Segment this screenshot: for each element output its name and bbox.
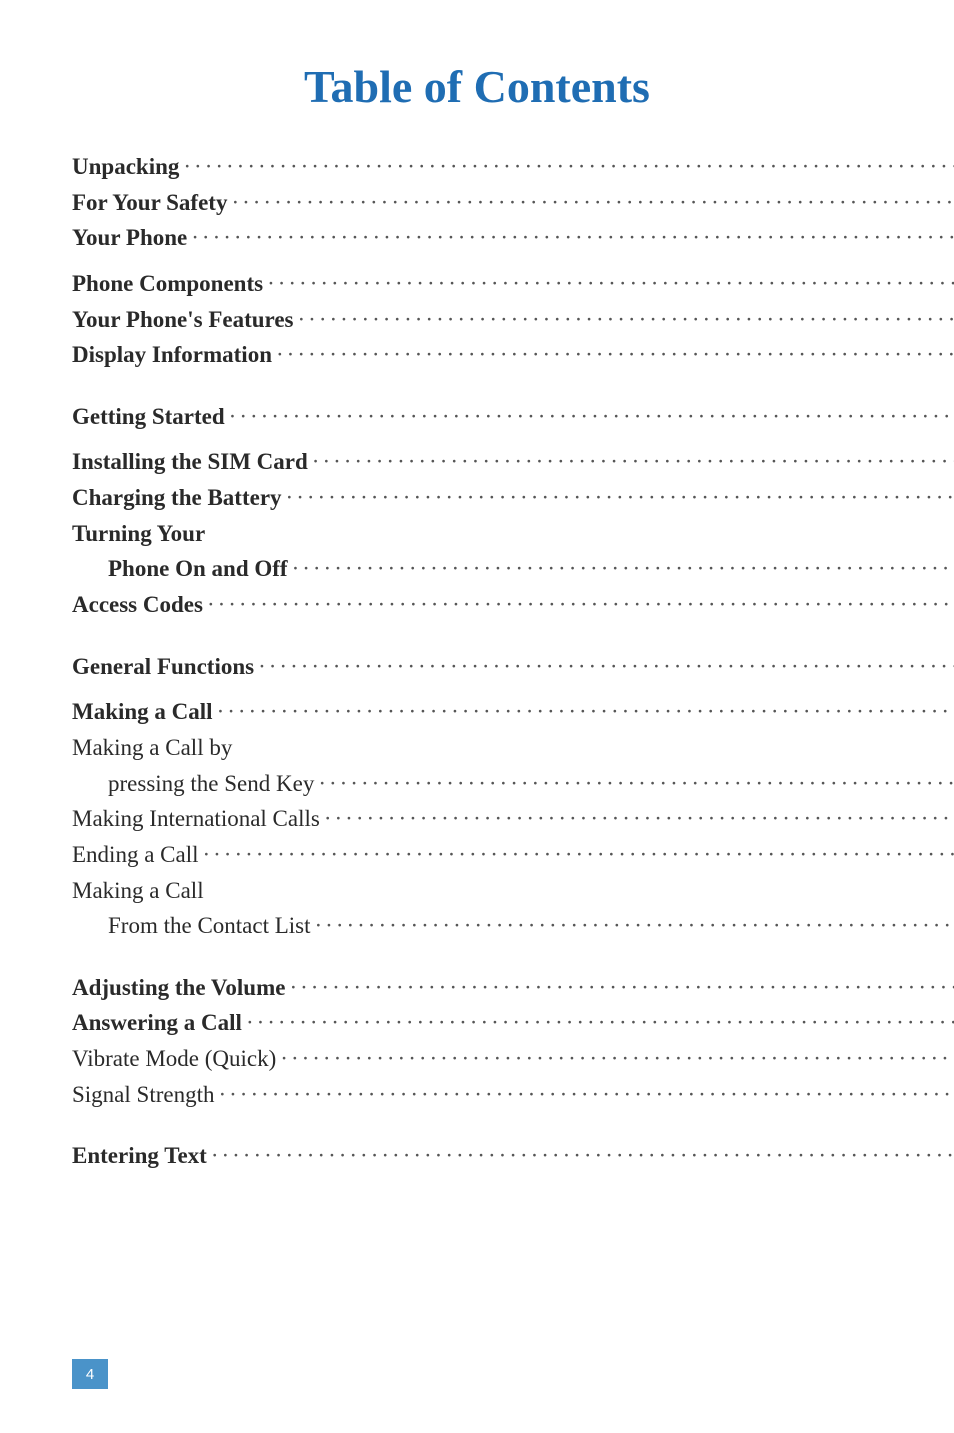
- toc-label: Making a Call: [72, 873, 208, 909]
- toc-leader: [229, 399, 954, 435]
- toc-label: Vibrate Mode (Quick): [72, 1041, 280, 1077]
- toc-entry: General Functions26: [72, 649, 954, 685]
- toc-label: Installing the SIM Card: [72, 444, 312, 480]
- toc-label: Your Phone: [72, 220, 191, 256]
- toc-label: Phone On and Off: [72, 551, 292, 587]
- toc-entry: Ending a Call26: [72, 837, 954, 873]
- toc-entry: Unpacking8: [72, 149, 954, 185]
- toc-label: Access Codes: [72, 587, 207, 623]
- toc-leader: [318, 766, 954, 802]
- toc-entry: Making a Call26: [72, 694, 954, 730]
- toc-label: Phone Components: [72, 266, 267, 302]
- toc-leader: [312, 444, 954, 480]
- toc-entry: Charging the Battery22: [72, 480, 954, 516]
- toc-leader: [276, 337, 954, 373]
- toc-label: pressing the Send Key: [72, 766, 318, 802]
- toc-label: Signal Strength: [72, 1077, 218, 1113]
- toc-leader: [231, 185, 954, 221]
- toc-entry: Making a Call: [72, 873, 954, 909]
- toc-label: Making a Call by: [72, 730, 236, 766]
- toc-leader: [298, 302, 954, 338]
- toc-leader: [202, 837, 954, 873]
- toc-leader: [183, 149, 954, 185]
- toc-label: Getting Started: [72, 399, 229, 435]
- toc-leader: [280, 1041, 954, 1077]
- toc-entry: Phone On and Off24: [72, 551, 954, 587]
- toc-leader: [292, 551, 954, 587]
- toc-label: Unpacking: [72, 149, 183, 185]
- toc-label: Adjusting the Volume: [72, 970, 289, 1006]
- toc-entry: pressing the Send Key26: [72, 766, 954, 802]
- page-number-badge: 4: [72, 1359, 108, 1389]
- toc-label: Entering Text: [72, 1138, 211, 1174]
- toc-column-left: Unpacking8For Your Safety9Your Phone14 Ph…: [72, 149, 954, 1199]
- toc-label: For Your Safety: [72, 185, 231, 221]
- toc-entry: Phone Components14: [72, 266, 954, 302]
- toc-columns: Unpacking8For Your Safety9Your Phone14Ph…: [72, 149, 882, 1199]
- toc-leader: [207, 587, 954, 623]
- toc-label: General Functions: [72, 649, 258, 685]
- toc-label: Charging the Battery: [72, 480, 286, 516]
- toc-leader: [286, 480, 954, 516]
- toc-entry: Getting Started19: [72, 399, 954, 435]
- toc-entry: Making International Calls26: [72, 801, 954, 837]
- toc-entry: Your Phone14: [72, 220, 954, 256]
- toc-label: From the Contact List: [72, 908, 315, 944]
- toc-label: Display Information: [72, 337, 276, 373]
- toc-entry: Your Phone's Features15: [72, 302, 954, 338]
- toc-leader: [217, 694, 954, 730]
- toc-entry: Turning Your: [72, 516, 954, 552]
- toc-leader: [258, 649, 954, 685]
- toc-entry: Vibrate Mode (Quick)28: [72, 1041, 954, 1077]
- toc-leader: [289, 970, 954, 1006]
- toc-label: Making a Call: [72, 694, 217, 730]
- toc-leader: [315, 908, 954, 944]
- page-title: Table of Contents: [72, 60, 882, 113]
- toc-leader: [324, 801, 954, 837]
- toc-label: Answering a Call: [72, 1005, 246, 1041]
- toc-leader: [246, 1005, 954, 1041]
- toc-leader: [218, 1077, 954, 1113]
- toc-entry: Display Information17: [72, 337, 954, 373]
- toc-leader: [211, 1138, 954, 1174]
- toc-label: Turning Your: [72, 516, 209, 552]
- toc-entry: Making a Call by: [72, 730, 954, 766]
- toc-label: Your Phone's Features: [72, 302, 298, 338]
- toc-entry: Signal Strength28: [72, 1077, 954, 1113]
- toc-entry: For Your Safety9: [72, 185, 954, 221]
- toc-label: Making International Calls: [72, 801, 324, 837]
- toc-entry: Adjusting the Volume27: [72, 970, 954, 1006]
- toc-entry: Installing the SIM Card19: [72, 444, 954, 480]
- toc-entry: From the Contact List27: [72, 908, 954, 944]
- toc-leader: [191, 220, 954, 256]
- toc-entry: Access Codes25: [72, 587, 954, 623]
- toc-label: Ending a Call: [72, 837, 202, 873]
- toc-leader: [267, 266, 954, 302]
- toc-entry: Entering Text28: [72, 1138, 954, 1174]
- toc-entry: Answering a Call27: [72, 1005, 954, 1041]
